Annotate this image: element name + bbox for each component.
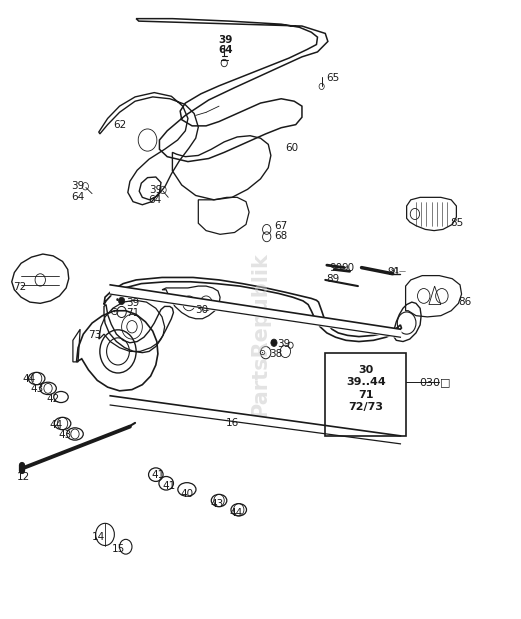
Text: 030□: 030□ [419,377,451,387]
Text: 65: 65 [326,74,340,84]
Text: 71: 71 [358,389,374,399]
Text: 30: 30 [358,365,374,375]
Text: 64: 64 [148,196,162,206]
Text: 67: 67 [275,221,288,231]
Text: PartsRepublik: PartsRepublik [251,252,270,417]
Text: 72: 72 [13,282,26,292]
Text: 14: 14 [92,532,105,542]
Text: 39: 39 [71,181,85,191]
Text: 60: 60 [285,143,298,153]
Text: 43: 43 [210,499,224,509]
Text: 38: 38 [269,350,282,360]
Text: 12: 12 [17,472,30,482]
Text: 39: 39 [126,298,139,308]
Text: 41: 41 [151,470,165,480]
Text: 44: 44 [22,373,35,384]
Text: 43: 43 [31,384,44,394]
Text: 39: 39 [218,35,232,45]
Text: 91: 91 [387,267,400,277]
Text: 43: 43 [58,430,72,440]
Text: 64: 64 [71,192,85,202]
Text: 30: 30 [195,305,208,315]
Circle shape [118,297,125,305]
Text: ⊙: ⊙ [110,307,119,317]
Text: 90: 90 [341,263,354,273]
Text: 41: 41 [162,481,175,491]
Text: 39: 39 [278,339,291,349]
Text: 44: 44 [49,420,63,430]
Text: 91—: 91— [390,267,406,274]
Text: 64: 64 [218,45,232,55]
Text: 71: 71 [126,308,139,318]
Text: 16: 16 [226,418,240,428]
Text: 89: 89 [326,274,339,284]
Bar [325,353,406,436]
Text: 44: 44 [230,508,243,518]
Circle shape [231,413,238,422]
Text: 40: 40 [180,490,193,500]
Text: 90: 90 [329,263,342,273]
Text: 15: 15 [113,543,126,553]
Text: •: • [115,297,119,305]
Text: 39: 39 [148,185,162,195]
Text: 62: 62 [113,120,126,130]
Text: 68: 68 [275,231,288,241]
Text: •: • [269,338,275,347]
Text: 72/73: 72/73 [348,402,383,412]
Text: 42: 42 [46,394,59,404]
Text: ⊙: ⊙ [259,348,266,357]
Text: 86: 86 [458,297,471,307]
Text: 73: 73 [89,331,102,340]
Text: 39..44: 39..44 [346,377,386,387]
Circle shape [271,339,277,347]
Text: 85: 85 [451,219,464,228]
